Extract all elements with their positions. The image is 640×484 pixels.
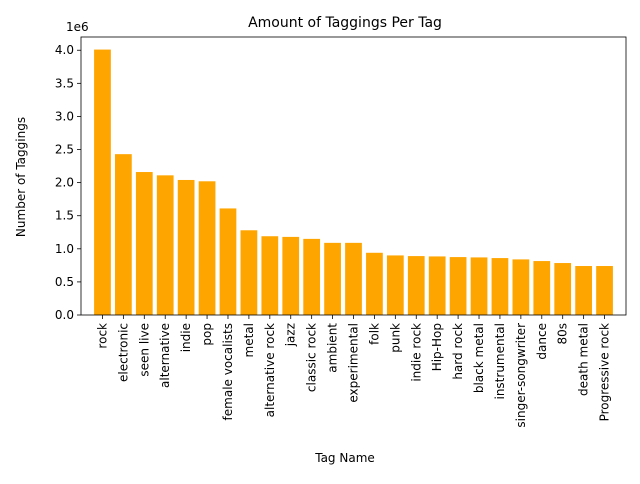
x-tick-label: experimental — [347, 323, 361, 403]
x-tick-label: Progressive rock — [598, 323, 612, 421]
x-tick-label: seen live — [137, 323, 151, 377]
y-tick-label: 1.0 — [55, 242, 74, 256]
bar-indie-rock — [407, 256, 425, 315]
x-tick-label: hard rock — [451, 323, 465, 380]
bars-group — [94, 49, 613, 315]
x-tick-label: female vocalists — [221, 323, 235, 420]
y-tick-label: 1.5 — [55, 209, 74, 223]
bar-jazz — [282, 236, 300, 315]
y-tick-label: 0.0 — [55, 308, 74, 322]
bar-female-vocalists — [219, 208, 237, 315]
bar-hip-hop — [428, 256, 446, 315]
x-tick-label: indie rock — [409, 323, 423, 382]
x-tick-label: punk — [388, 323, 402, 353]
y-tick-label: 0.5 — [55, 275, 74, 289]
bar-electronic — [115, 154, 132, 315]
chart-title: Amount of Taggings Per Tag — [248, 15, 442, 31]
bar-punk — [386, 255, 404, 315]
x-tick-label: dance — [535, 323, 549, 360]
x-tick-label: death metal — [577, 323, 591, 396]
bar-experimental — [345, 242, 362, 315]
bar-rock — [94, 49, 111, 315]
x-tick-label: ambient — [326, 323, 340, 373]
bar-indie — [177, 179, 195, 315]
x-tick-label: rock — [95, 323, 109, 349]
x-tick-label: pop — [200, 323, 214, 346]
bar-dance — [533, 261, 551, 315]
bar-death-metal — [575, 266, 592, 315]
bar-80s — [554, 263, 572, 315]
x-tick-label: singer-songwriter — [514, 323, 528, 428]
bar-pop — [198, 181, 216, 315]
y-axis: 0.0 0.5 1.0 1.5 2.0 2.5 3.0 3.5 4.0 — [55, 43, 81, 322]
y-tick-label: 3.0 — [55, 109, 74, 123]
x-tick-label: electronic — [116, 323, 130, 382]
bar-ambient — [324, 242, 341, 315]
bar-black-metal — [470, 257, 488, 315]
bar-progressive-rock — [596, 266, 613, 315]
y-tick-label: 3.5 — [55, 76, 74, 90]
x-tick-label: classic rock — [305, 323, 319, 392]
x-tick-label: folk — [367, 323, 381, 345]
x-tick-label: 80s — [556, 323, 570, 345]
x-tick-label: metal — [242, 323, 256, 357]
y-tick-label: 2.5 — [55, 143, 74, 157]
y-axis-label: Number of Taggings — [14, 117, 28, 237]
x-tick-label: indie — [179, 323, 193, 352]
x-tick-label: Hip-Hop — [430, 323, 444, 371]
x-tick-label: alternative — [158, 323, 172, 388]
bar-hard-rock — [449, 257, 467, 315]
y-offset-label: 1e6 — [66, 20, 89, 34]
bar-singer-songwriter — [512, 259, 530, 315]
x-tick-label: instrumental — [493, 323, 507, 400]
bar-metal — [240, 230, 258, 315]
x-tick-label: jazz — [284, 323, 298, 347]
y-tick-label: 4.0 — [55, 43, 74, 57]
bar-classic-rock — [303, 238, 321, 315]
x-tick-label: alternative rock — [263, 323, 277, 417]
plot-frame — [80, 36, 627, 316]
x-tick-label: black metal — [472, 323, 486, 393]
bar-alternative — [156, 175, 174, 315]
y-tick-label: 2.0 — [55, 176, 74, 190]
x-axis-label: Tag Name — [314, 451, 375, 465]
bar-seen-live — [135, 172, 153, 315]
bar-alternative-rock — [261, 236, 279, 315]
bar-folk — [366, 252, 383, 315]
x-axis: rock electronic seen live alternative indie p… — [95, 315, 612, 428]
bar-instrumental — [491, 258, 509, 315]
